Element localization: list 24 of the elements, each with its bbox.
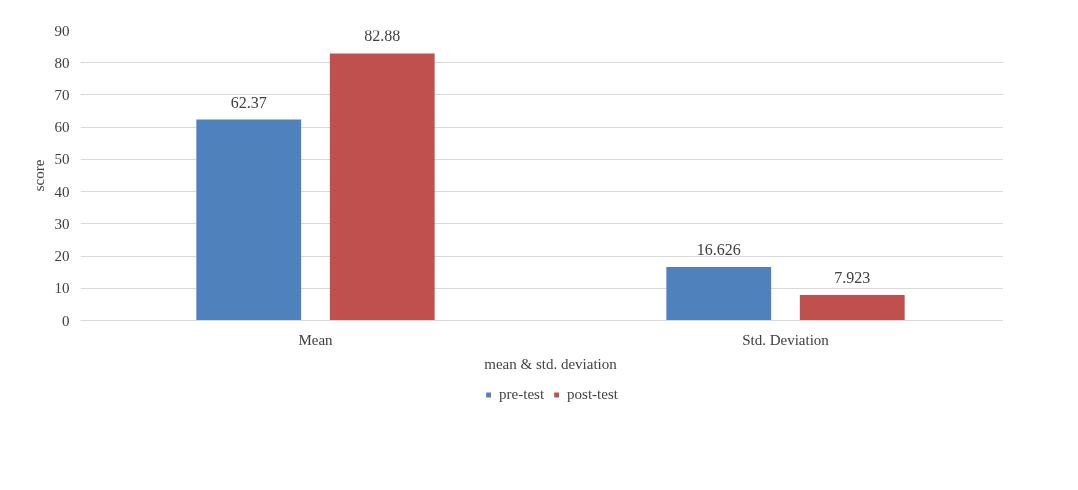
data-label: 62.37 xyxy=(230,93,267,111)
y-tick-label: 40 xyxy=(54,183,70,200)
y-tick-label: 60 xyxy=(54,119,70,136)
y-tick-label: 30 xyxy=(54,215,70,232)
y-tick-label: 70 xyxy=(54,86,70,103)
y-tick-label: 90 xyxy=(54,22,70,39)
y-axis-title: score xyxy=(30,159,47,192)
data-label: 7.923 xyxy=(834,268,871,286)
bar xyxy=(329,53,435,321)
legend-label: pre-test xyxy=(499,385,545,403)
y-tick-label: 20 xyxy=(54,248,70,265)
y-tick-label: 10 xyxy=(54,280,70,297)
x-axis-title: mean & std. deviation xyxy=(484,355,618,372)
x-tick-label: Std. Deviation xyxy=(742,331,830,348)
bar xyxy=(196,119,302,321)
y-tick-label: 0 xyxy=(62,312,70,329)
y-tick-label: 50 xyxy=(54,151,70,168)
bar xyxy=(799,294,905,321)
x-tick-label: Mean xyxy=(298,331,334,348)
data-label: 16.626 xyxy=(696,240,741,258)
legend-label: post-test xyxy=(567,385,618,403)
bar xyxy=(666,266,772,321)
data-label: 82.88 xyxy=(364,27,401,45)
y-tick-label: 80 xyxy=(54,54,70,71)
